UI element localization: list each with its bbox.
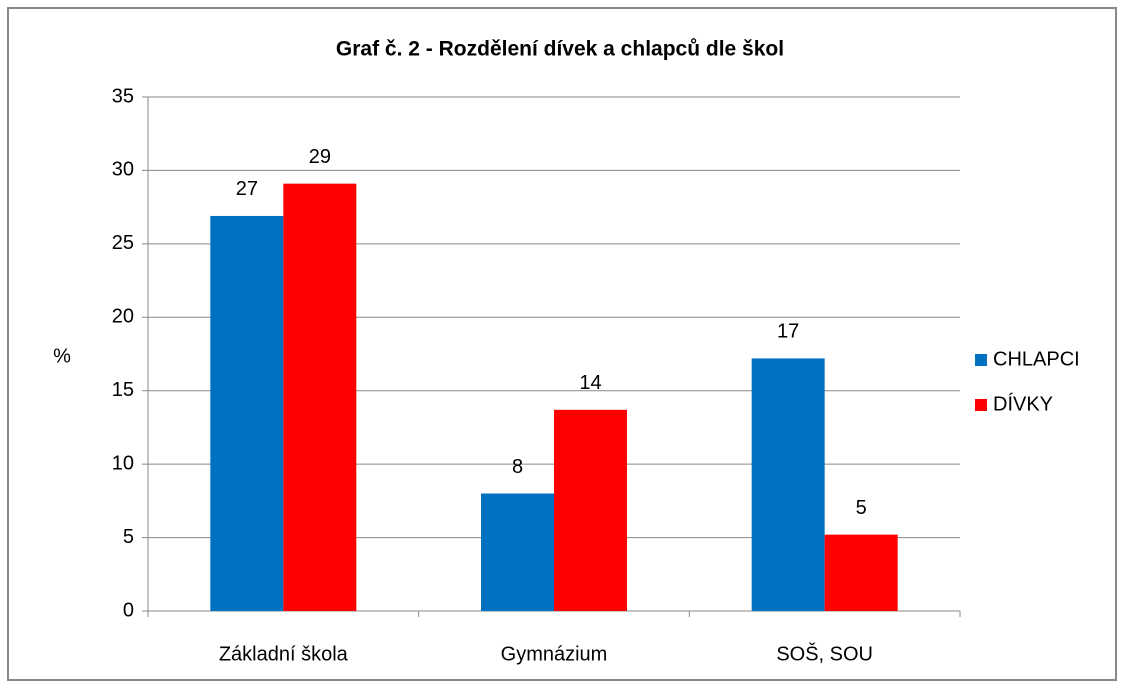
y-tick-label: 0 [123,599,134,621]
chart-title: Graf č. 2 - Rozdělení dívek a chlapců dl… [336,38,784,61]
bar [751,358,825,611]
legend-swatch [975,354,987,366]
data-label: 8 [512,456,523,478]
data-label: 5 [856,497,867,519]
bar [824,534,898,611]
legend-label: CHLAPCI [993,348,1080,370]
data-label: 27 [236,178,258,200]
y-tick-label: 5 [123,526,134,548]
bar [481,493,554,611]
y-tick-label: 35 [112,85,134,107]
bar [554,409,627,611]
y-tick-label: 20 [112,306,134,328]
data-label: 14 [579,372,601,394]
data-label: 17 [777,321,799,343]
data-label: 29 [309,146,331,168]
y-tick-label: 10 [112,452,134,474]
y-axis-label: % [53,345,71,367]
x-tick-label: Základní škola [219,643,349,665]
bar [283,183,357,611]
legend-label: DÍVKY [993,392,1053,415]
legend-swatch [975,399,987,411]
bar [210,215,284,611]
y-tick-label: 30 [112,159,134,181]
x-tick-label: Gymnázium [501,643,608,665]
y-tick-label: 25 [112,232,134,254]
y-tick-label: 15 [112,379,134,401]
x-tick-label: SOŠ, SOU [776,642,873,665]
